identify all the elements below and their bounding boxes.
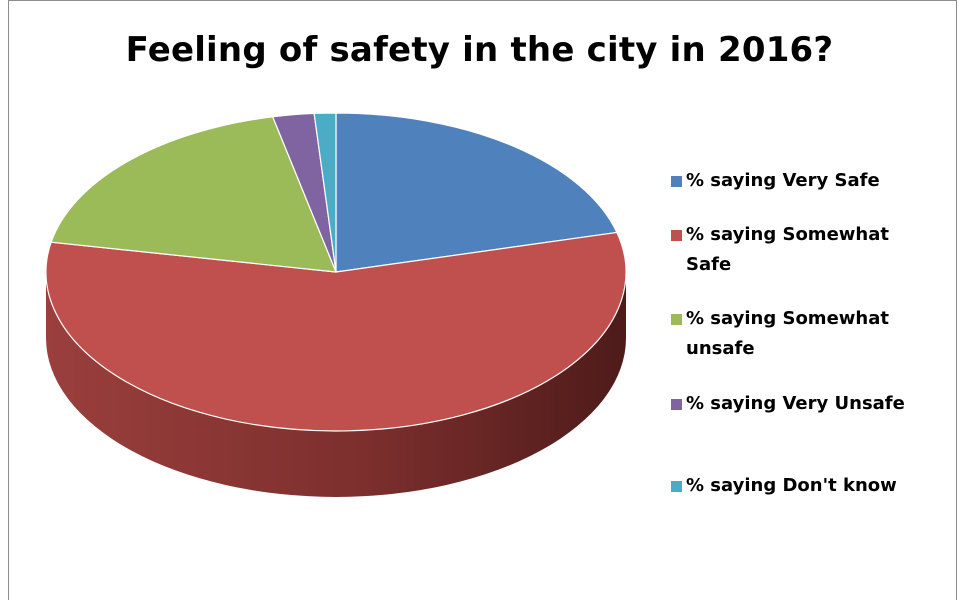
legend-item-very-unsafe: % saying Very Unsafe — [671, 389, 951, 419]
legend-item-somewhat-safe: % saying Somewhat Safe — [671, 220, 951, 280]
pie-side-wall — [46, 272, 626, 497]
legend-swatch-somewhat-unsafe — [671, 314, 682, 325]
legend-item-somewhat-unsafe: % saying Somewhat unsafe — [671, 304, 951, 364]
chart-title: Feeling of safety in the city in 2016? — [125, 30, 834, 70]
pie-slice-dont-know — [313, 112, 337, 273]
pie-side-surface — [46, 272, 626, 497]
pie-top-face — [45, 112, 627, 432]
legend-item-very-safe: % saying Very Safe — [671, 166, 951, 196]
chart-frame — [8, 0, 957, 600]
legend-label-very-safe: % saying Very Safe — [686, 170, 880, 191]
legend-swatch-dont-know — [671, 481, 682, 492]
pie-chart — [45, 112, 627, 497]
legend-swatch-very-unsafe — [671, 399, 682, 410]
legend-label-dont-know: % saying Don't know — [686, 475, 897, 496]
legend-swatch-very-safe — [671, 176, 682, 187]
pie-slice-somewhat-unsafe — [50, 116, 337, 273]
legend-swatch-somewhat-safe — [671, 230, 682, 241]
pie-slice-very-safe — [335, 112, 618, 273]
pie-slice-somewhat-safe — [45, 231, 627, 432]
legend-label-somewhat-safe: % saying Somewhat Safe — [686, 224, 889, 275]
legend-label-very-unsafe: % saying Very Unsafe — [686, 393, 905, 414]
legend-item-dont-know: % saying Don't know — [671, 471, 951, 501]
legend-label-somewhat-unsafe: % saying Somewhat unsafe — [686, 308, 889, 359]
